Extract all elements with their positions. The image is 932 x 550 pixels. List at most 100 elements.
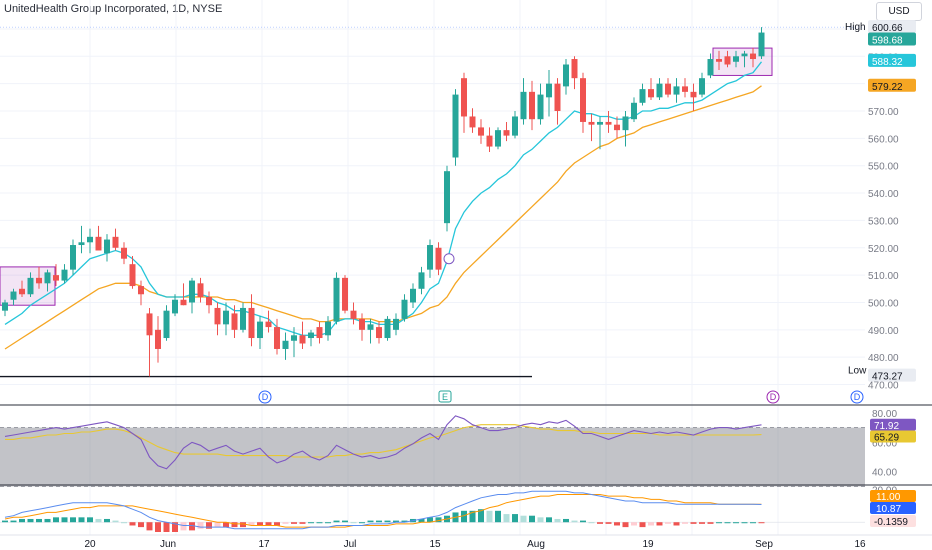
macd-hist-bar (699, 522, 705, 524)
candle-body (70, 245, 76, 270)
x-tick-label: 17 (258, 539, 270, 550)
macd-hist-bar (70, 517, 76, 523)
candle-body (410, 288, 416, 303)
candle-body (350, 310, 357, 319)
rsi-band (0, 427, 865, 487)
candle-body (308, 332, 314, 339)
candle-body (690, 91, 697, 98)
candle-body (129, 264, 136, 287)
y-tick-label: 480.00 (868, 353, 899, 364)
macd-hist-bar (665, 522, 671, 524)
candle-body (2, 302, 8, 311)
macd-value-bg (870, 502, 916, 514)
candle-body (180, 299, 187, 306)
candle-body (61, 269, 68, 281)
earnings-marker (438, 390, 452, 403)
event-label: D (770, 392, 777, 402)
candle-body (605, 121, 612, 125)
candle-body (478, 127, 484, 136)
signal-value-bg (870, 490, 916, 502)
macd-hist-bar (248, 522, 255, 526)
x-tick-label: 20 (84, 539, 96, 550)
candle-body (231, 313, 238, 330)
candle-body (223, 310, 229, 325)
x-tick-label: Sep (755, 539, 773, 550)
macd-hist-bar (359, 522, 365, 524)
macd-signal-line (4, 494, 762, 528)
candle-body (282, 340, 289, 349)
candle-body (95, 236, 102, 251)
candle-body (87, 236, 93, 243)
candle-body (316, 327, 323, 339)
macd-hist-bar (325, 522, 331, 524)
macd-hist-bar (750, 522, 756, 524)
candle-body (512, 116, 518, 136)
macd-hist-bar (724, 522, 731, 524)
price-label: 600.66 (872, 23, 903, 34)
macd-hist-bar (648, 522, 654, 526)
macd-hist-bar (520, 515, 527, 523)
macd-hist-bar (401, 520, 408, 523)
event-label: D (262, 392, 269, 402)
x-tick-label: 19 (642, 539, 654, 550)
candle-body (163, 310, 170, 339)
macd-hist-bar (639, 522, 646, 528)
dividend-marker (766, 390, 780, 404)
macd-hist-bar (308, 522, 314, 524)
macd-hist-bar (427, 517, 433, 523)
rsi-ma-value: 65.29 (874, 433, 899, 444)
candle-body (19, 288, 25, 295)
candle-body (146, 313, 153, 336)
candle-body (435, 247, 442, 270)
candle-body (189, 280, 195, 303)
macd-hist-bar (393, 520, 399, 523)
candle-body (10, 291, 17, 300)
candle-body (741, 53, 748, 57)
candle-body (112, 236, 119, 248)
price-label: 588.32 (872, 57, 903, 68)
macd-hist-bar (461, 510, 467, 523)
macd-hist-bar (605, 522, 612, 524)
price-label: 579.22 (872, 82, 903, 93)
ema-slow-line (4, 85, 762, 350)
y-tick-label: 490.00 (868, 326, 899, 337)
macd-hist-bar (376, 520, 382, 523)
macd-hist-bar (197, 522, 204, 529)
macd-hist-bar (503, 514, 510, 523)
macd-hist-bar (656, 522, 663, 526)
candle-body (707, 59, 714, 76)
candle-body (537, 94, 544, 120)
hist-value: -0.1359 (874, 517, 908, 528)
macd-hist-bar (690, 522, 697, 524)
macd-value: 10.87 (876, 504, 901, 515)
candle-body (27, 277, 34, 295)
candle-body (588, 121, 595, 125)
macd-hist-bar (478, 509, 484, 523)
macd-hist-bar (418, 518, 425, 523)
macd-hist-bar (282, 522, 289, 524)
rsi-tick-label: 60.00 (872, 438, 897, 449)
macd-hist-bar (316, 522, 323, 524)
candle-body (257, 321, 263, 339)
candle-body (733, 56, 739, 62)
candle-body (597, 121, 603, 125)
candle-body (104, 239, 110, 254)
macd-hist-bar (61, 517, 68, 523)
event-label: E (442, 392, 448, 402)
candle-body (648, 89, 654, 98)
macd-hist-bar (631, 522, 637, 526)
low-label: Low (848, 366, 867, 377)
macd-hist-bar (588, 522, 595, 524)
macd-hist-bar (231, 522, 238, 528)
candle-body (656, 83, 663, 98)
macd-hist-bar (495, 510, 501, 523)
macd-hist-bar (240, 522, 246, 528)
y-tick-label: 540.00 (868, 189, 899, 200)
candle-body (631, 102, 637, 120)
macd-hist-bar (384, 520, 391, 523)
candle-body (554, 83, 561, 111)
candle-body (461, 78, 467, 117)
y-tick-label: 530.00 (868, 216, 899, 227)
y-tick-label: 520.00 (868, 244, 899, 255)
